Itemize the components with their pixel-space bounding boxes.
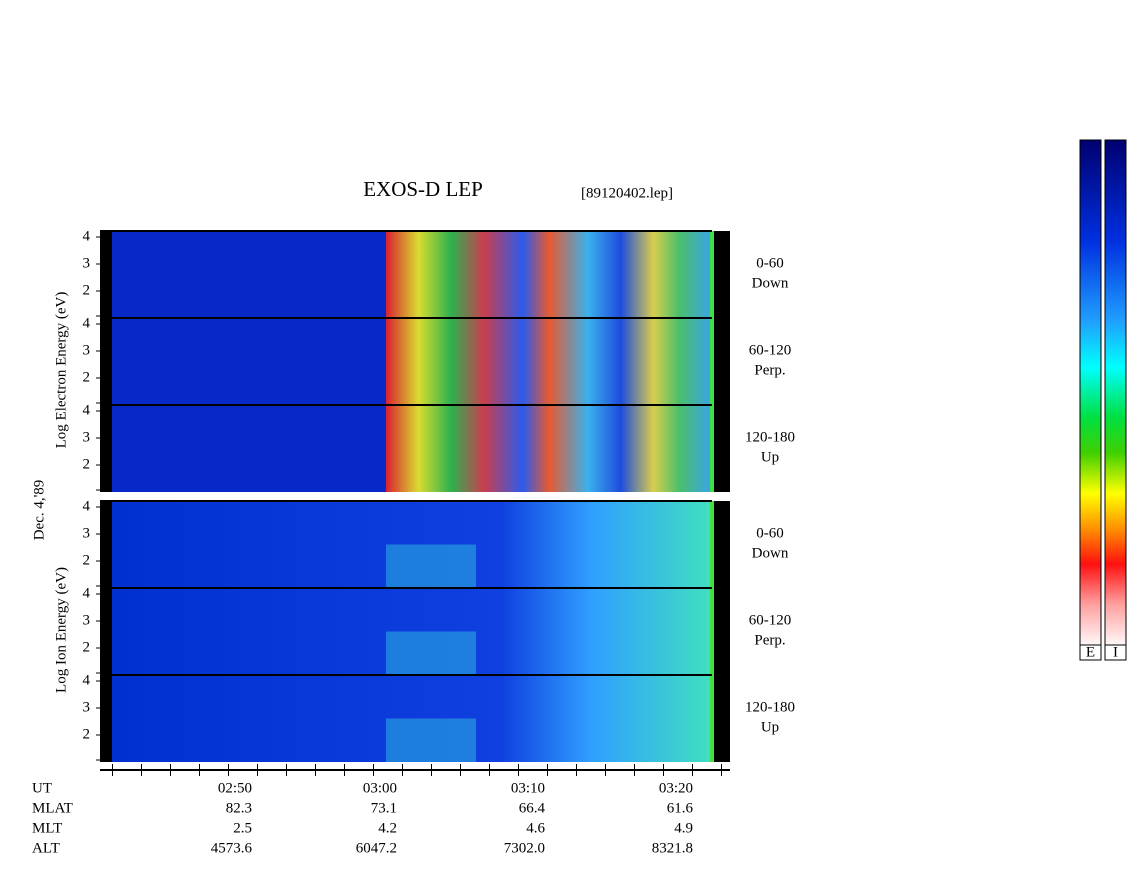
active-region xyxy=(386,405,712,492)
ephemeris-value: 7302.0 xyxy=(504,840,545,856)
ephemeris-value: 8321.8 xyxy=(652,840,693,856)
y-tick-label: 2 xyxy=(83,726,91,742)
pitch-label: 120-180 xyxy=(745,429,795,445)
ephemeris-value: 2.5 xyxy=(233,820,252,836)
direction-label: Up xyxy=(761,449,779,465)
date-label: Dec. 4,'89 xyxy=(31,480,47,541)
ephemeris-value: 03:10 xyxy=(511,780,545,796)
y-tick-label: 3 xyxy=(83,525,91,541)
colorbar xyxy=(1079,139,1102,646)
active-region xyxy=(386,544,476,588)
ephemeris-value: 73.1 xyxy=(371,800,397,816)
y-tick-label: 3 xyxy=(83,255,91,271)
ephemeris-value: 82.3 xyxy=(226,800,252,816)
ephemeris-value: 4573.6 xyxy=(211,840,253,856)
right-edge xyxy=(712,405,730,492)
left-edge xyxy=(100,675,112,762)
ion-axis-label: Log Ion Energy (eV) xyxy=(53,567,69,693)
right-strip xyxy=(710,405,714,492)
direction-label: Up xyxy=(761,719,779,735)
ephemeris-value: 02:50 xyxy=(218,780,252,796)
left-edge xyxy=(100,318,112,405)
right-strip xyxy=(710,501,714,588)
title: EXOS-D LEP xyxy=(363,177,483,201)
right-strip xyxy=(710,588,714,675)
left-edge xyxy=(100,588,112,675)
pitch-label: 60-120 xyxy=(749,612,792,628)
y-tick-label: 2 xyxy=(83,282,91,298)
y-tick-label: 4 xyxy=(83,498,91,514)
ephemeris-name: MLT xyxy=(32,820,62,836)
active-region xyxy=(386,231,712,318)
direction-label: Perp. xyxy=(754,632,785,648)
direction-label: Down xyxy=(752,545,789,561)
y-tick-label: 4 xyxy=(83,672,91,688)
ephemeris-value: 6047.2 xyxy=(356,840,397,856)
y-tick-label: 4 xyxy=(83,585,91,601)
colorbar-label-box xyxy=(1079,644,1102,661)
y-tick-label: 4 xyxy=(83,228,91,244)
ephemeris-value: 66.4 xyxy=(519,800,546,816)
y-tick-label: 2 xyxy=(83,369,91,385)
pitch-label: 0-60 xyxy=(756,525,784,541)
pitch-label: 0-60 xyxy=(756,255,784,271)
y-tick-label: 2 xyxy=(83,639,91,655)
left-edge xyxy=(100,231,112,318)
active-region xyxy=(386,718,476,762)
colorbar-label-box xyxy=(1104,644,1127,661)
electron-axis-label: Log Electron Energy (eV) xyxy=(53,292,69,449)
ephemeris-name: ALT xyxy=(32,840,60,856)
active-region xyxy=(386,318,712,405)
right-edge xyxy=(712,588,730,675)
right-edge xyxy=(712,318,730,405)
right-strip xyxy=(710,675,714,762)
ephemeris-value: 4.6 xyxy=(526,820,545,836)
ephemeris-value: 4.2 xyxy=(378,820,397,836)
y-tick-label: 3 xyxy=(83,612,91,628)
time-axis: UT 02:50 03:00 03:10 03:20 MLAT 82.3 73.1 66.4 61… xyxy=(32,764,730,856)
pitch-label: 60-120 xyxy=(749,342,792,358)
colorbar-label: I xyxy=(1113,644,1118,660)
left-edge xyxy=(100,501,112,588)
y-tick-label: 4 xyxy=(83,315,91,331)
file-name: [89120402.lep] xyxy=(581,185,673,201)
pitch-label: 120-180 xyxy=(745,699,795,715)
left-edge xyxy=(100,405,112,492)
ephemeris-name: MLAT xyxy=(32,800,73,816)
right-edge xyxy=(712,501,730,588)
right-strip xyxy=(710,318,714,405)
right-edge xyxy=(712,231,730,318)
y-tick-label: 2 xyxy=(83,456,91,472)
colorbar-label: E xyxy=(1086,644,1095,660)
y-tick-label: 2 xyxy=(83,552,91,568)
direction-label: Perp. xyxy=(754,362,785,378)
right-edge xyxy=(712,675,730,762)
ephemeris-name: UT xyxy=(32,780,52,796)
y-tick-label: 4 xyxy=(83,402,91,418)
y-tick-label: 3 xyxy=(83,429,91,445)
ephemeris-value: 4.9 xyxy=(674,820,693,836)
ephemeris-value: 03:00 xyxy=(363,780,397,796)
spectrograms: 4 3 2 0-60 Down 4 3 2 60-120 Perp. 4 3 2 120-180 Up 4 3 2… xyxy=(83,228,795,762)
colorbar xyxy=(1104,139,1127,646)
ephemeris-value: 61.6 xyxy=(667,800,694,816)
active-region xyxy=(386,631,476,675)
y-tick-label: 3 xyxy=(83,699,91,715)
ephemeris-value: 03:20 xyxy=(659,780,693,796)
right-strip xyxy=(710,231,714,318)
y-tick-label: 3 xyxy=(83,342,91,358)
direction-label: Down xyxy=(752,275,789,291)
